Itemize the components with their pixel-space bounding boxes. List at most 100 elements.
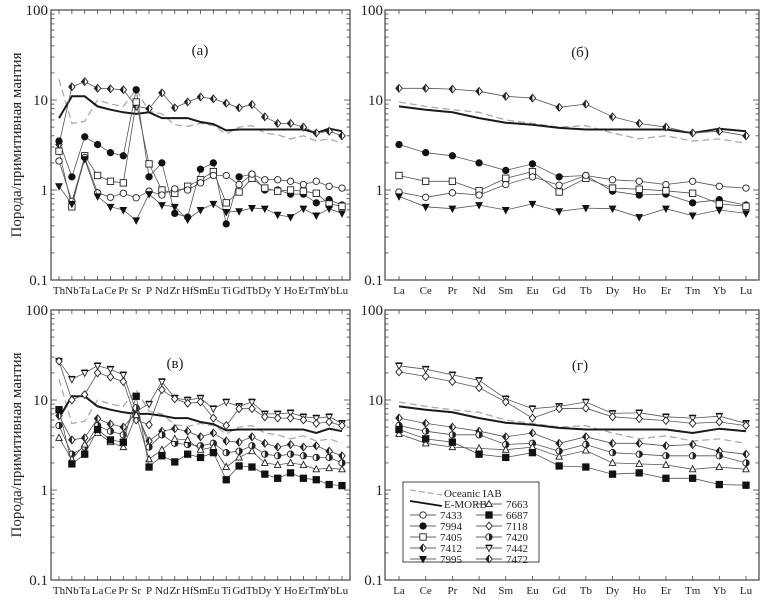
data-point <box>715 200 723 208</box>
legend-entry-7118: 7118 <box>476 521 528 533</box>
data-point <box>475 431 483 439</box>
x-tick-label: Pr <box>447 285 457 297</box>
data-point <box>209 200 218 209</box>
data-point <box>106 203 115 212</box>
data-point <box>106 436 115 444</box>
data-point <box>286 409 295 418</box>
data-point <box>715 452 723 460</box>
data-point <box>235 404 243 414</box>
data-point <box>715 462 724 471</box>
data-point <box>93 171 102 180</box>
data-point <box>555 438 563 448</box>
data-point <box>635 177 643 185</box>
data-point <box>338 451 346 461</box>
data-point <box>235 437 243 447</box>
data-point <box>528 160 537 168</box>
legend-entry-iab: Oceanic IAB <box>409 488 502 500</box>
data-point <box>286 458 295 466</box>
series-line <box>58 379 343 444</box>
series-oceanic-iab <box>58 79 343 144</box>
data-point <box>80 156 89 164</box>
data-point <box>312 418 321 428</box>
data-point <box>635 118 644 128</box>
data-point <box>608 112 617 122</box>
data-point <box>635 409 644 418</box>
x-tick-label: Sm <box>193 285 208 297</box>
x-tick-label: Gd <box>232 285 246 297</box>
data-point <box>286 118 295 128</box>
data-point <box>261 470 269 478</box>
data-point <box>635 469 643 477</box>
x-tick-label: Th <box>53 585 66 597</box>
data-point <box>312 199 320 207</box>
x-tick-label: Er <box>298 585 309 597</box>
data-point <box>528 93 537 103</box>
data-point <box>395 140 403 149</box>
data-point <box>338 459 346 467</box>
data-point <box>273 413 282 423</box>
series-line <box>399 87 747 137</box>
data-point <box>742 202 750 210</box>
data-point <box>55 157 63 165</box>
x-tick-label: Yb <box>713 285 727 297</box>
data-point <box>312 177 320 185</box>
data-point <box>325 205 334 214</box>
series-e-morb <box>398 105 747 135</box>
legend-label: 7663 <box>506 499 529 511</box>
data-point <box>501 206 510 215</box>
data-point <box>662 122 670 132</box>
data-point <box>274 187 282 195</box>
data-point <box>581 398 590 407</box>
legend-entry-7442: 7442 <box>476 543 528 555</box>
data-point <box>501 445 510 453</box>
data-point <box>222 449 230 457</box>
data-point <box>715 206 724 215</box>
series-line <box>398 429 747 486</box>
x-tick-label: Zr <box>170 585 181 597</box>
data-point <box>106 149 115 157</box>
x-tick-label: Tm <box>309 285 325 297</box>
data-point <box>715 126 724 136</box>
plot-frame <box>384 9 760 281</box>
data-point <box>715 417 724 427</box>
legend-label: 7433 <box>440 510 463 522</box>
series-7405 <box>395 167 750 210</box>
data-point <box>312 476 320 484</box>
data-point <box>475 191 483 199</box>
data-point <box>145 173 153 181</box>
data-point <box>528 413 537 423</box>
series-line <box>398 175 747 198</box>
legend-label: 7118 <box>506 521 528 533</box>
data-point <box>338 210 346 218</box>
series-7995 <box>55 156 346 225</box>
x-tick-label: Lu <box>336 585 349 597</box>
data-point <box>608 176 617 184</box>
y-tick-label: 0.1 <box>29 573 48 589</box>
data-point <box>608 438 617 448</box>
data-point <box>555 462 563 470</box>
data-point <box>635 214 644 222</box>
data-point <box>81 133 89 141</box>
data-point <box>325 182 333 190</box>
data-point <box>286 177 295 185</box>
data-point <box>299 205 308 214</box>
data-point <box>209 413 218 423</box>
x-tick-label: Sm <box>193 585 208 597</box>
data-point <box>248 446 256 455</box>
data-point <box>395 413 403 423</box>
series-7412 <box>395 83 750 141</box>
data-point <box>55 406 63 414</box>
data-point <box>273 442 282 452</box>
series-7995 <box>395 193 750 222</box>
x-tick-label: La <box>393 585 405 597</box>
legend-label: 7442 <box>506 543 528 555</box>
series-7412 <box>55 77 346 150</box>
data-point <box>67 375 76 384</box>
data-point <box>119 422 128 432</box>
data-point <box>261 450 269 458</box>
data-point <box>662 452 670 460</box>
data-point <box>688 414 697 423</box>
data-point <box>183 450 192 458</box>
y-tick-label: 10 <box>368 393 383 409</box>
data-point <box>422 435 430 443</box>
